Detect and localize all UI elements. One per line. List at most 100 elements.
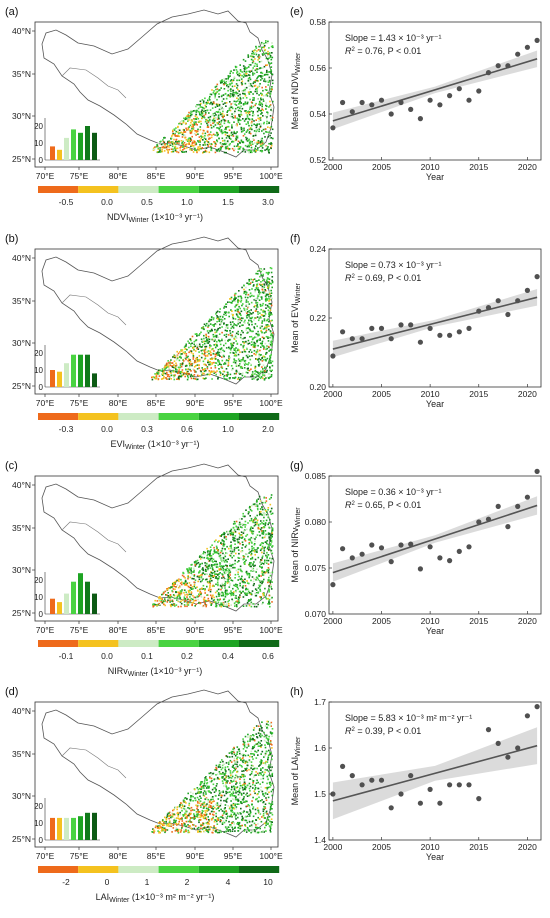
trend-pixel bbox=[238, 146, 240, 148]
map-x-tick-label: 90°E bbox=[186, 625, 205, 635]
trend-pixel bbox=[261, 106, 263, 108]
trend-pixel bbox=[222, 111, 224, 113]
trend-pixel bbox=[195, 134, 197, 136]
trend-pixel bbox=[238, 114, 240, 116]
trend-pixel bbox=[193, 357, 195, 359]
trend-pixel bbox=[218, 96, 220, 98]
trend-pixel bbox=[267, 324, 269, 326]
trend-pixel bbox=[245, 535, 247, 537]
trend-pixel bbox=[266, 71, 268, 73]
trend-pixel bbox=[226, 379, 228, 381]
trend-pixel bbox=[271, 812, 273, 814]
trend-pixel bbox=[268, 527, 270, 529]
trend-pixel bbox=[230, 349, 232, 351]
trend-pixel bbox=[259, 580, 261, 582]
trend-pixel bbox=[161, 144, 163, 146]
trend-pixel bbox=[238, 103, 240, 105]
trend-pixel bbox=[255, 518, 257, 520]
trend-pixel bbox=[235, 781, 237, 783]
trend-pixel bbox=[248, 591, 250, 593]
trend-pixel bbox=[214, 94, 216, 96]
trend-pixel bbox=[218, 93, 220, 95]
trend-pixel bbox=[165, 377, 167, 379]
trend-pixel bbox=[222, 815, 224, 817]
colorbar-label: NIRvWinter (1×10⁻³ yr⁻¹) bbox=[108, 666, 203, 678]
trend-pixel bbox=[269, 539, 271, 541]
trend-pixel bbox=[156, 144, 158, 146]
trend-pixel bbox=[256, 337, 258, 339]
trend-pixel bbox=[223, 570, 225, 572]
trend-pixel bbox=[197, 361, 199, 363]
trend-pixel bbox=[261, 727, 263, 729]
trend-pixel bbox=[236, 304, 238, 306]
trend-pixel bbox=[249, 280, 251, 282]
trend-pixel bbox=[239, 591, 241, 593]
trend-pixel bbox=[242, 544, 244, 546]
trend-pixel bbox=[202, 99, 204, 101]
trend-pixel bbox=[190, 145, 192, 147]
trend-pixel bbox=[182, 572, 184, 574]
trend-pixel bbox=[170, 372, 172, 374]
trend-pixel bbox=[272, 795, 274, 797]
trend-pixel bbox=[224, 587, 226, 589]
trend-pixel bbox=[259, 596, 261, 598]
trend-pixel bbox=[253, 106, 255, 108]
trend-pixel bbox=[243, 748, 245, 750]
trend-pixel bbox=[258, 525, 260, 527]
trend-pixel bbox=[266, 118, 268, 120]
trend-pixel bbox=[271, 532, 273, 534]
trend-pixel bbox=[209, 98, 211, 100]
hist-bar bbox=[64, 594, 69, 614]
trend-pixel bbox=[222, 113, 224, 115]
trend-pixel bbox=[231, 135, 233, 137]
trend-pixel bbox=[245, 589, 247, 591]
trend-pixel bbox=[254, 73, 256, 75]
trend-pixel bbox=[212, 586, 214, 588]
trend-pixel bbox=[251, 147, 253, 149]
trend-pixel bbox=[269, 370, 271, 372]
trend-pixel bbox=[264, 574, 266, 576]
trend-pixel bbox=[220, 87, 222, 89]
trend-pixel bbox=[192, 586, 194, 588]
hist-bar bbox=[78, 133, 83, 160]
trend-pixel bbox=[254, 371, 256, 373]
trend-pixel bbox=[269, 88, 271, 90]
trend-pixel bbox=[246, 87, 248, 89]
colorbar-swatch bbox=[199, 413, 239, 420]
trend-pixel bbox=[240, 98, 242, 100]
trend-pixel bbox=[192, 796, 194, 798]
trend-pixel bbox=[249, 759, 251, 761]
trend-pixel bbox=[269, 599, 271, 601]
trend-pixel bbox=[186, 118, 188, 120]
trend-pixel bbox=[184, 606, 186, 608]
trend-pixel bbox=[230, 550, 232, 552]
trend-pixel bbox=[229, 81, 231, 83]
trend-pixel bbox=[195, 360, 197, 362]
trend-pixel bbox=[219, 109, 221, 111]
trend-pixel bbox=[257, 345, 259, 347]
trend-pixel bbox=[201, 596, 203, 598]
trend-pixel bbox=[234, 602, 236, 604]
trend-pixel bbox=[249, 131, 251, 133]
trend-pixel bbox=[225, 601, 227, 603]
trend-pixel bbox=[187, 807, 189, 809]
trend-pixel bbox=[204, 142, 206, 144]
trend-pixel bbox=[219, 363, 221, 365]
trend-pixel bbox=[163, 592, 165, 594]
trend-pixel bbox=[264, 66, 266, 68]
hist-bar bbox=[78, 355, 83, 387]
trend-pixel bbox=[260, 304, 262, 306]
trend-pixel bbox=[270, 497, 272, 499]
trend-pixel bbox=[237, 136, 239, 138]
trend-pixel bbox=[265, 762, 267, 764]
trend-pixel bbox=[156, 375, 158, 377]
trend-pixel bbox=[189, 594, 191, 596]
trend-pixel bbox=[267, 358, 269, 360]
trend-pixel bbox=[232, 756, 234, 758]
trend-pixel bbox=[249, 108, 251, 110]
trend-pixel bbox=[265, 572, 267, 574]
trend-pixel bbox=[225, 152, 227, 154]
trend-pixel bbox=[263, 364, 265, 366]
trend-pixel bbox=[228, 316, 230, 318]
